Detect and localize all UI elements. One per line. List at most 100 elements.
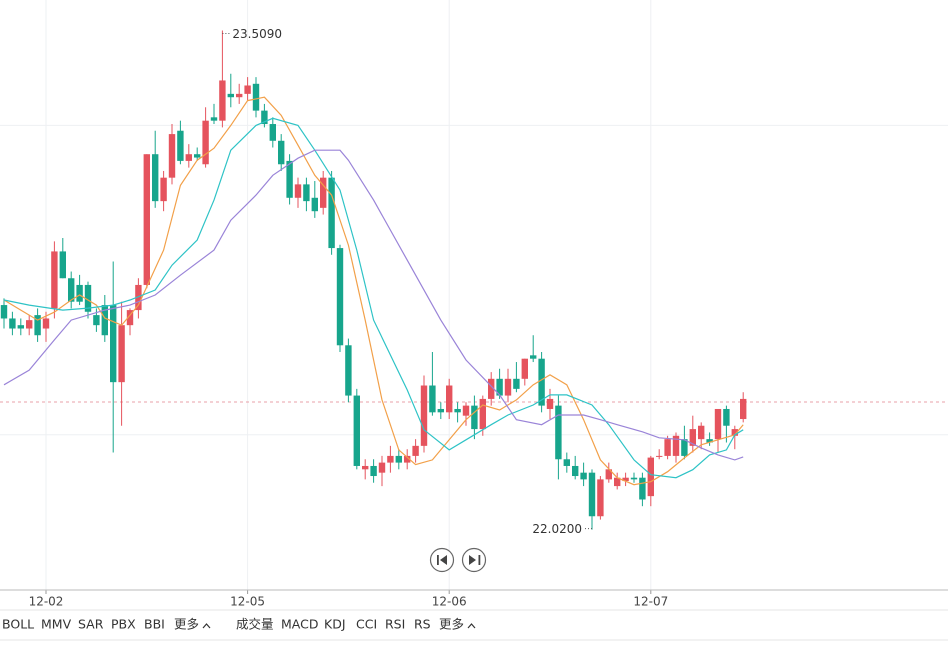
indicator-tab[interactable]: 更多 [174, 617, 199, 632]
candle-body [580, 472, 587, 480]
ma-line [3, 117, 744, 479]
candle-body [143, 154, 150, 285]
candle-body [336, 248, 344, 346]
candle-body [370, 465, 377, 477]
candle-body [404, 455, 411, 463]
candle-body [362, 465, 369, 470]
candle-body [462, 405, 470, 416]
candle-body [437, 408, 444, 413]
candle-body [168, 134, 176, 178]
candle-body [530, 355, 537, 359]
candle-body [160, 177, 167, 202]
candle-body [471, 405, 478, 430]
indicator-tab[interactable]: KDJ [324, 617, 346, 632]
candle-body [446, 385, 453, 413]
candle-body [572, 465, 579, 477]
candle-body [538, 358, 545, 406]
x-tick-label: 12-06 [432, 595, 467, 609]
candle-body [236, 93, 243, 98]
plot: 12-02 12-05 12-06 12-07 23.5090 22.0200 [0, 0, 948, 609]
indicator-tab[interactable]: MACD [281, 617, 318, 632]
candle-body [219, 80, 226, 121]
candle-body [252, 83, 260, 111]
candle-body [378, 462, 386, 473]
candle-body [42, 318, 50, 329]
candle-body [412, 445, 419, 456]
prev-button[interactable] [429, 547, 455, 573]
candle-body [34, 315, 41, 336]
candle-body [740, 398, 747, 420]
candle-body [479, 398, 486, 430]
candle-body [513, 378, 520, 389]
candle-body [135, 284, 142, 311]
candle-body [563, 459, 570, 466]
candle-body [320, 177, 327, 208]
indicator-tab[interactable]: RS [414, 617, 431, 632]
candle-body [454, 408, 461, 413]
candle-body [303, 184, 310, 202]
candle-body [126, 310, 134, 326]
indicator-tab[interactable]: MMV [41, 617, 72, 632]
candle-body [656, 455, 663, 457]
candle-body [504, 378, 512, 396]
candle-body [68, 278, 75, 302]
annotation: 22.0200 [532, 522, 582, 536]
candle-body [59, 251, 66, 279]
candle-body [278, 140, 285, 165]
candle-body [210, 117, 218, 121]
candle-body [597, 479, 604, 517]
candle-body [605, 469, 612, 480]
candle-body [0, 305, 8, 319]
candle-body [546, 398, 554, 409]
candle-body [488, 378, 495, 399]
candle-body [311, 197, 318, 212]
chevron-icon [467, 623, 476, 629]
next-button[interactable] [461, 547, 487, 573]
chevron-icon [202, 623, 211, 629]
candle-body [521, 358, 528, 379]
ma-line [3, 149, 744, 461]
candle-body [731, 429, 738, 436]
candle-body [110, 305, 117, 383]
candle-body [614, 477, 621, 487]
candle-body [345, 345, 352, 396]
candle-body [588, 472, 596, 517]
candle-body [647, 457, 654, 497]
candle-body [706, 439, 713, 443]
indicator-tab[interactable]: BOLL [2, 617, 34, 632]
indicator-tab[interactable]: PBX [111, 617, 136, 632]
candle-body [194, 154, 201, 158]
indicator-tab[interactable]: RSI [385, 617, 405, 632]
candle-body [555, 405, 562, 460]
candle-body [152, 154, 159, 202]
indicator-tab[interactable]: CCI [356, 617, 377, 632]
candle-body [395, 455, 402, 463]
candle-body [26, 320, 33, 329]
candle-body [261, 110, 268, 125]
indicator-tab[interactable]: 更多 [439, 617, 464, 632]
candle-body [269, 124, 276, 141]
candle-body [639, 477, 646, 500]
candle-body [723, 408, 730, 426]
candle-body [118, 325, 125, 383]
candle-body [353, 395, 360, 466]
annotation: 23.5090 [232, 27, 282, 41]
candle-body [51, 251, 58, 309]
candle-body [664, 439, 671, 456]
candle-body [177, 130, 184, 161]
candle-body [17, 325, 24, 329]
candle-body [294, 184, 302, 198]
candle-body [387, 455, 394, 463]
candle-body [420, 385, 428, 446]
indicator-tab[interactable]: SAR [78, 617, 104, 632]
candle-body [496, 378, 503, 396]
candle-body [84, 284, 92, 312]
indicator-tab[interactable]: 成交量 [236, 617, 274, 632]
indicator-tab[interactable]: BBI [144, 617, 165, 632]
candle-body [286, 160, 293, 198]
candle-body [681, 439, 688, 456]
x-tick-label: 12-02 [29, 595, 64, 609]
candle-body [227, 93, 234, 98]
candle-body [429, 385, 436, 413]
